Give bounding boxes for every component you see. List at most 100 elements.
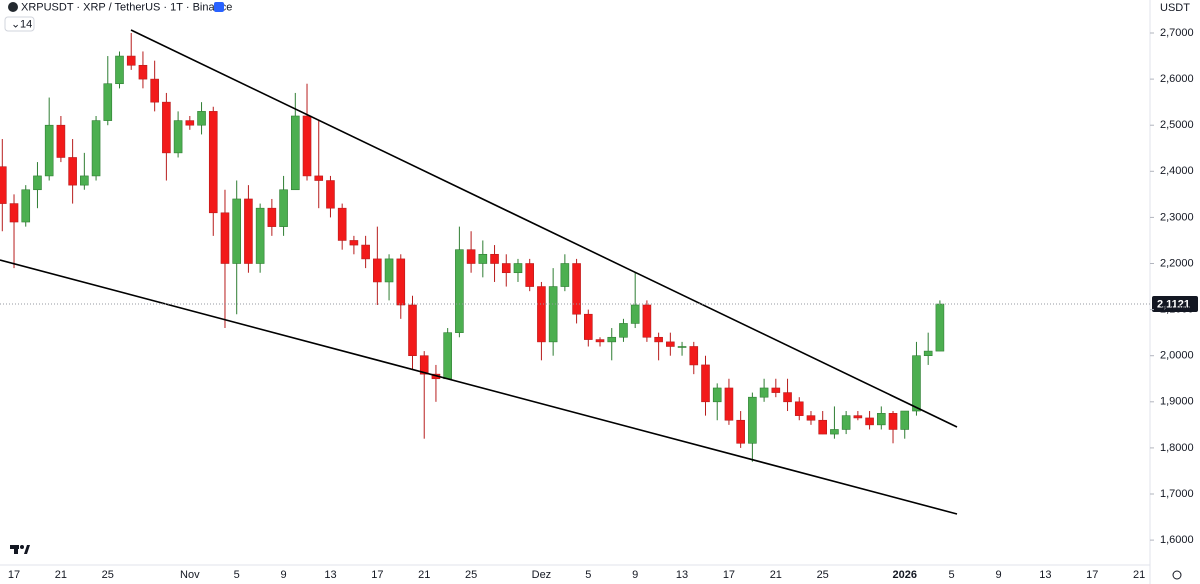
candle-body	[208, 111, 218, 214]
indicator-count[interactable]: 14	[20, 18, 32, 30]
y-tick-label: 2,5000	[1160, 119, 1194, 131]
candle-body	[888, 413, 898, 430]
candle-body	[759, 387, 769, 398]
candle-body	[666, 341, 675, 347]
x-tick-label: 13	[676, 569, 688, 581]
logo-part	[20, 545, 24, 549]
last-price-badge	[1152, 296, 1198, 313]
candle-body	[642, 304, 652, 338]
candle-body	[349, 240, 359, 246]
candle-body	[267, 207, 277, 227]
candle-body	[583, 313, 593, 340]
candle-body	[865, 417, 874, 426]
x-tick-label: 13	[324, 569, 336, 581]
candle-body	[126, 55, 136, 66]
candle-body	[701, 364, 710, 403]
candle-body	[33, 175, 42, 191]
candle-body	[173, 120, 183, 154]
x-tick-label: 5	[234, 569, 240, 581]
candle-body	[80, 175, 89, 186]
candle-body	[408, 304, 417, 357]
candle-body	[361, 244, 370, 260]
chip-arrow: ⌄	[11, 18, 20, 30]
candle-body	[794, 401, 804, 416]
candle-body	[232, 198, 241, 264]
y-tick-label: 2,4000	[1160, 165, 1194, 177]
candle-body	[244, 198, 253, 264]
candle-body	[654, 336, 663, 343]
candle-body	[501, 263, 511, 274]
candle-body	[185, 120, 195, 126]
candle-body	[912, 355, 921, 412]
x-tick-label: 21	[55, 569, 67, 581]
candle-body	[595, 339, 605, 343]
candle-body	[0, 166, 7, 204]
tradingview-logo	[10, 545, 30, 554]
candle-body	[44, 124, 54, 177]
x-tick-label: 17	[1086, 569, 1098, 581]
candle-body	[771, 387, 781, 393]
x-tick-label: 21	[770, 569, 782, 581]
candle-body	[150, 78, 159, 103]
logo-part	[14, 545, 18, 554]
candle-body	[830, 429, 839, 435]
x-tick-label: 25	[465, 569, 477, 581]
overlay: 2,1121	[0, 296, 1198, 313]
chart-title[interactable]: XRPUSDT · XRP / TetherUS · 1T · Binance	[21, 1, 232, 13]
candle-body	[302, 115, 312, 177]
indicator-chip[interactable]	[4, 16, 35, 32]
y-tick-label: 2,6000	[1160, 73, 1194, 85]
candle-body	[279, 189, 288, 227]
candle-body	[314, 175, 324, 181]
candle-body	[630, 304, 640, 324]
lower-trend-line[interactable]	[0, 259, 958, 515]
candle-body	[255, 207, 265, 264]
x-tick-label: 13	[1039, 569, 1051, 581]
candle-body	[162, 101, 171, 154]
candle-body	[91, 120, 101, 177]
candle-body	[326, 180, 335, 209]
currency-label[interactable]: USDT	[1160, 2, 1190, 14]
candle-body	[384, 258, 394, 283]
y-tick-label: 2,7000	[1160, 27, 1194, 39]
x-tick-label: 5	[949, 569, 955, 581]
candle-body	[677, 346, 687, 348]
y-tick-label: 2,2000	[1160, 257, 1194, 269]
x-tick-label: 25	[102, 569, 114, 581]
upper-trend-line[interactable]	[130, 29, 958, 428]
candle-body	[548, 286, 558, 343]
candle-body	[466, 249, 476, 264]
candle-body	[443, 332, 452, 380]
candle-body	[138, 64, 148, 80]
x-tick-label: 25	[817, 569, 829, 581]
candle-body	[513, 263, 523, 274]
candle-body	[537, 286, 546, 343]
candle-body	[396, 258, 406, 306]
candle-body	[21, 189, 31, 223]
y-tick-label: 1,6000	[1160, 534, 1194, 546]
y-tick-label: 1,8000	[1160, 442, 1194, 454]
candle-body	[9, 203, 19, 223]
candle-body	[607, 336, 617, 343]
candle-body	[373, 258, 382, 283]
y-tick-label: 2,3000	[1160, 211, 1194, 223]
candle-body	[724, 387, 734, 421]
x-tick-label: 21	[1133, 569, 1145, 581]
candle-body	[560, 263, 570, 287]
x-tick-label: 17	[8, 569, 20, 581]
y-tick-label: 1,7000	[1160, 488, 1194, 500]
candle-body	[783, 392, 792, 403]
candle-body	[900, 410, 910, 430]
settings-icon[interactable]	[1172, 570, 1182, 580]
x-tick-label: 2026	[892, 569, 916, 581]
candle-body	[197, 111, 206, 126]
candle-body	[525, 263, 535, 287]
symbol-icon	[8, 2, 18, 12]
candle-body	[689, 346, 699, 366]
x-tick-label: Dez	[532, 569, 552, 581]
candle-body	[115, 55, 124, 85]
candle-body	[748, 396, 757, 444]
y-tick-label: 2,0000	[1160, 350, 1194, 362]
candle-body	[490, 253, 499, 264]
